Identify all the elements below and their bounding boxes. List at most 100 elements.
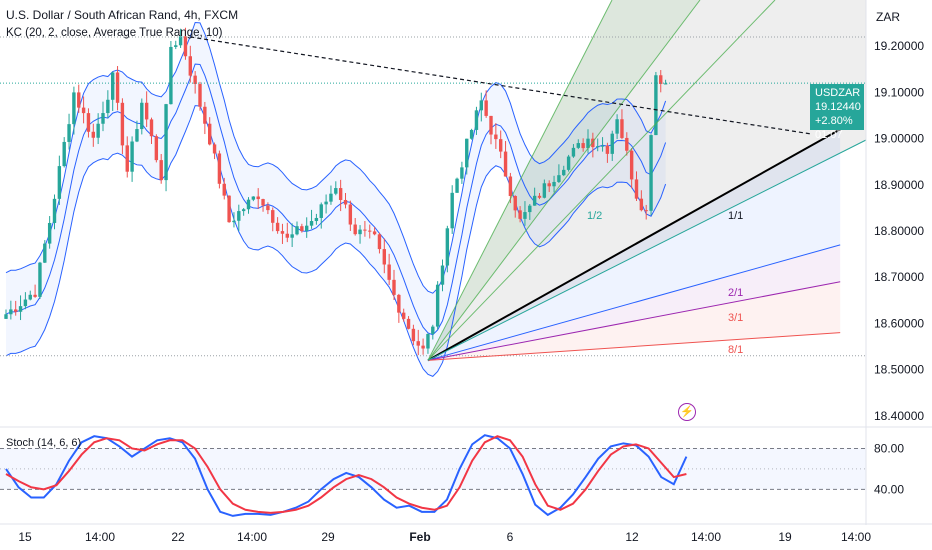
candle-body bbox=[140, 102, 144, 130]
stoch-label[interactable]: Stoch (14, 6, 6) bbox=[6, 437, 82, 449]
candle-body bbox=[397, 294, 401, 313]
candle-body bbox=[416, 341, 420, 346]
candle-body bbox=[149, 119, 154, 137]
price-badge: USDZAR 19.12440 +2.80% 01:07 bbox=[810, 84, 864, 141]
candle-body bbox=[38, 262, 42, 297]
x-tick-label: 14:00 bbox=[841, 530, 871, 544]
fan-label: 1/2 bbox=[587, 210, 602, 222]
candle-body bbox=[513, 195, 517, 211]
lightning-icon[interactable]: ⚡ bbox=[678, 403, 696, 421]
candle-body bbox=[9, 309, 13, 315]
candle-body bbox=[144, 102, 149, 120]
candle-body bbox=[125, 145, 129, 172]
fan-line bbox=[427, 139, 867, 361]
candle-body bbox=[358, 229, 362, 235]
candle-body bbox=[188, 56, 192, 76]
candle-body bbox=[634, 179, 639, 199]
candle-body bbox=[290, 234, 294, 238]
chart-title: U.S. Dollar / South African Rand, 4h, FX… bbox=[6, 8, 239, 22]
fan-line-steep bbox=[427, 0, 701, 361]
candle-body bbox=[169, 46, 173, 105]
candle-body bbox=[91, 131, 95, 138]
stoch-k-line bbox=[5, 434, 688, 517]
fan-line bbox=[427, 128, 841, 362]
candle-body bbox=[489, 115, 493, 135]
candle-body bbox=[382, 249, 386, 265]
candle-body bbox=[77, 92, 81, 108]
indicator-label[interactable]: KC (20, 2, close, Average True Range, 10… bbox=[6, 27, 223, 39]
candle-body bbox=[256, 196, 260, 200]
candle-body bbox=[523, 212, 527, 219]
candle-body bbox=[130, 141, 134, 172]
fan-zone-grey bbox=[427, 0, 866, 361]
candle-body bbox=[271, 210, 275, 223]
candle-body bbox=[586, 138, 590, 149]
candle-body bbox=[455, 178, 459, 193]
candle-body bbox=[421, 345, 425, 349]
candle-body bbox=[542, 183, 547, 198]
fan-label: 2/1 bbox=[728, 287, 743, 299]
x-tick-label: 22 bbox=[171, 530, 185, 544]
badge-symbol: USDZAR bbox=[815, 87, 861, 99]
y-tick-label: 18.90000 bbox=[874, 178, 924, 192]
candle-body bbox=[106, 99, 110, 114]
candle-body bbox=[372, 231, 377, 235]
y-tick-label: 19.10000 bbox=[874, 85, 924, 99]
candle-body bbox=[562, 169, 566, 176]
candle-body bbox=[411, 328, 416, 342]
candle-body bbox=[610, 133, 614, 154]
y-tick-label: 18.80000 bbox=[874, 224, 924, 238]
x-tick-label: 12 bbox=[625, 530, 639, 544]
candle-body bbox=[251, 196, 256, 200]
candle-body bbox=[440, 265, 445, 285]
badge-countdown: 01:07 bbox=[815, 129, 843, 141]
fan-label: 3/1 bbox=[728, 312, 743, 324]
candle-body bbox=[445, 228, 450, 266]
x-tick-label: 6 bbox=[507, 530, 514, 544]
candle-body bbox=[178, 36, 183, 46]
candle-body bbox=[625, 137, 629, 151]
candle-body bbox=[72, 92, 76, 125]
candle-body bbox=[620, 119, 624, 138]
candle-body bbox=[508, 176, 513, 196]
candle-body bbox=[47, 222, 52, 244]
candle-body bbox=[363, 229, 367, 231]
candle-body bbox=[406, 318, 411, 329]
candle-body bbox=[203, 106, 207, 124]
candle-body bbox=[305, 225, 309, 232]
candle-body bbox=[503, 151, 508, 177]
candle-body bbox=[86, 113, 91, 132]
candle-body bbox=[377, 234, 382, 250]
y-tick-label: 19.00000 bbox=[874, 132, 924, 146]
candle-body bbox=[494, 134, 498, 140]
currency-label[interactable]: ZAR bbox=[876, 10, 900, 24]
candle-body bbox=[591, 138, 595, 148]
candle-body bbox=[96, 123, 100, 138]
candle-body bbox=[329, 193, 333, 202]
candle-body bbox=[57, 166, 62, 199]
candle-body bbox=[552, 181, 556, 187]
stoch-tick-label: 40.00 bbox=[874, 482, 904, 496]
candle-body bbox=[639, 198, 644, 211]
candle-body bbox=[431, 326, 435, 334]
candle-body bbox=[547, 183, 551, 187]
candle-body bbox=[387, 264, 391, 280]
candle-body bbox=[600, 145, 605, 147]
candle-body bbox=[43, 243, 47, 263]
candle-body bbox=[499, 139, 503, 152]
candle-body bbox=[324, 201, 328, 205]
keltner-lower bbox=[5, 105, 667, 377]
candle-body bbox=[392, 279, 396, 295]
keltner-upper bbox=[5, 21, 667, 294]
candle-body bbox=[300, 226, 304, 232]
candle-body bbox=[518, 210, 522, 219]
candle-body bbox=[605, 145, 610, 154]
candle-body bbox=[319, 204, 323, 218]
candle-body bbox=[81, 107, 86, 114]
candle-body bbox=[174, 45, 178, 47]
candle-body bbox=[18, 306, 23, 312]
badge-price: 19.12440 bbox=[815, 101, 861, 113]
y-tick-label: 18.60000 bbox=[874, 316, 924, 330]
candle-body bbox=[285, 233, 289, 238]
